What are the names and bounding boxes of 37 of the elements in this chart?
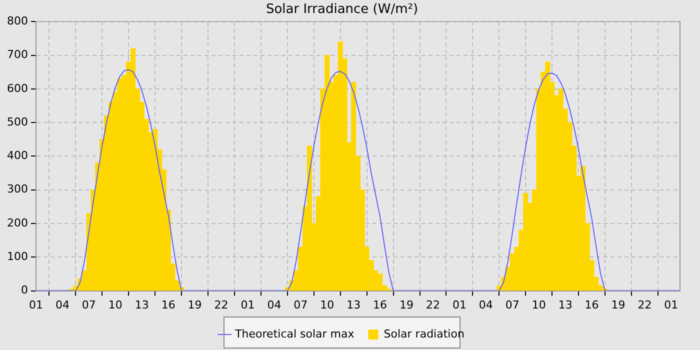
x-tick-label: 01 [452,298,466,312]
x-tick-label: 01 [664,298,678,312]
x-tick-label: 16 [584,298,599,312]
y-tick-label: 100 [6,250,28,264]
x-tick-label: 07 [82,298,96,312]
x-tick-label: 10 [108,298,122,312]
x-tick-label: 19 [611,298,626,312]
y-tick-label: 700 [6,48,28,62]
x-tick-label: 04 [478,298,493,312]
x-tick-label: 07 [505,298,520,312]
x-tick-label: 01 [28,298,43,312]
x-tick-label: 10 [532,298,546,312]
y-tick-label: 200 [6,216,28,230]
y-tick-label: 0 [20,284,28,297]
x-tick-label: 01 [240,298,255,312]
x-tick-label: 19 [188,298,202,312]
x-tick-label: 13 [558,298,572,312]
x-tick-label: 22 [214,298,228,312]
x-tick-label: 22 [426,298,440,312]
legend-label: Solar radiation [384,327,464,340]
x-tick-label: 22 [638,298,652,312]
x-tick-label: 07 [294,298,308,312]
x-tick-label: 10 [320,298,334,312]
x-tick-label: 13 [134,298,149,312]
chart-title: Solar Irradiance (W/m²) [266,2,418,18]
y-tick-label: 600 [6,82,28,95]
x-tick-label: 16 [161,298,176,312]
x-tick-label: 13 [346,298,361,312]
y-tick-label: 400 [6,149,28,162]
x-tick-label: 16 [373,298,388,312]
legend-label: Theoretical solar max [234,327,355,340]
x-tick-label: 04 [55,298,70,312]
x-tick-label: 19 [400,298,414,312]
y-tick-label: 800 [6,14,28,28]
x-tick-label: 04 [267,298,282,312]
y-tick-label: 300 [6,182,28,196]
y-tick-label: 500 [6,115,28,128]
